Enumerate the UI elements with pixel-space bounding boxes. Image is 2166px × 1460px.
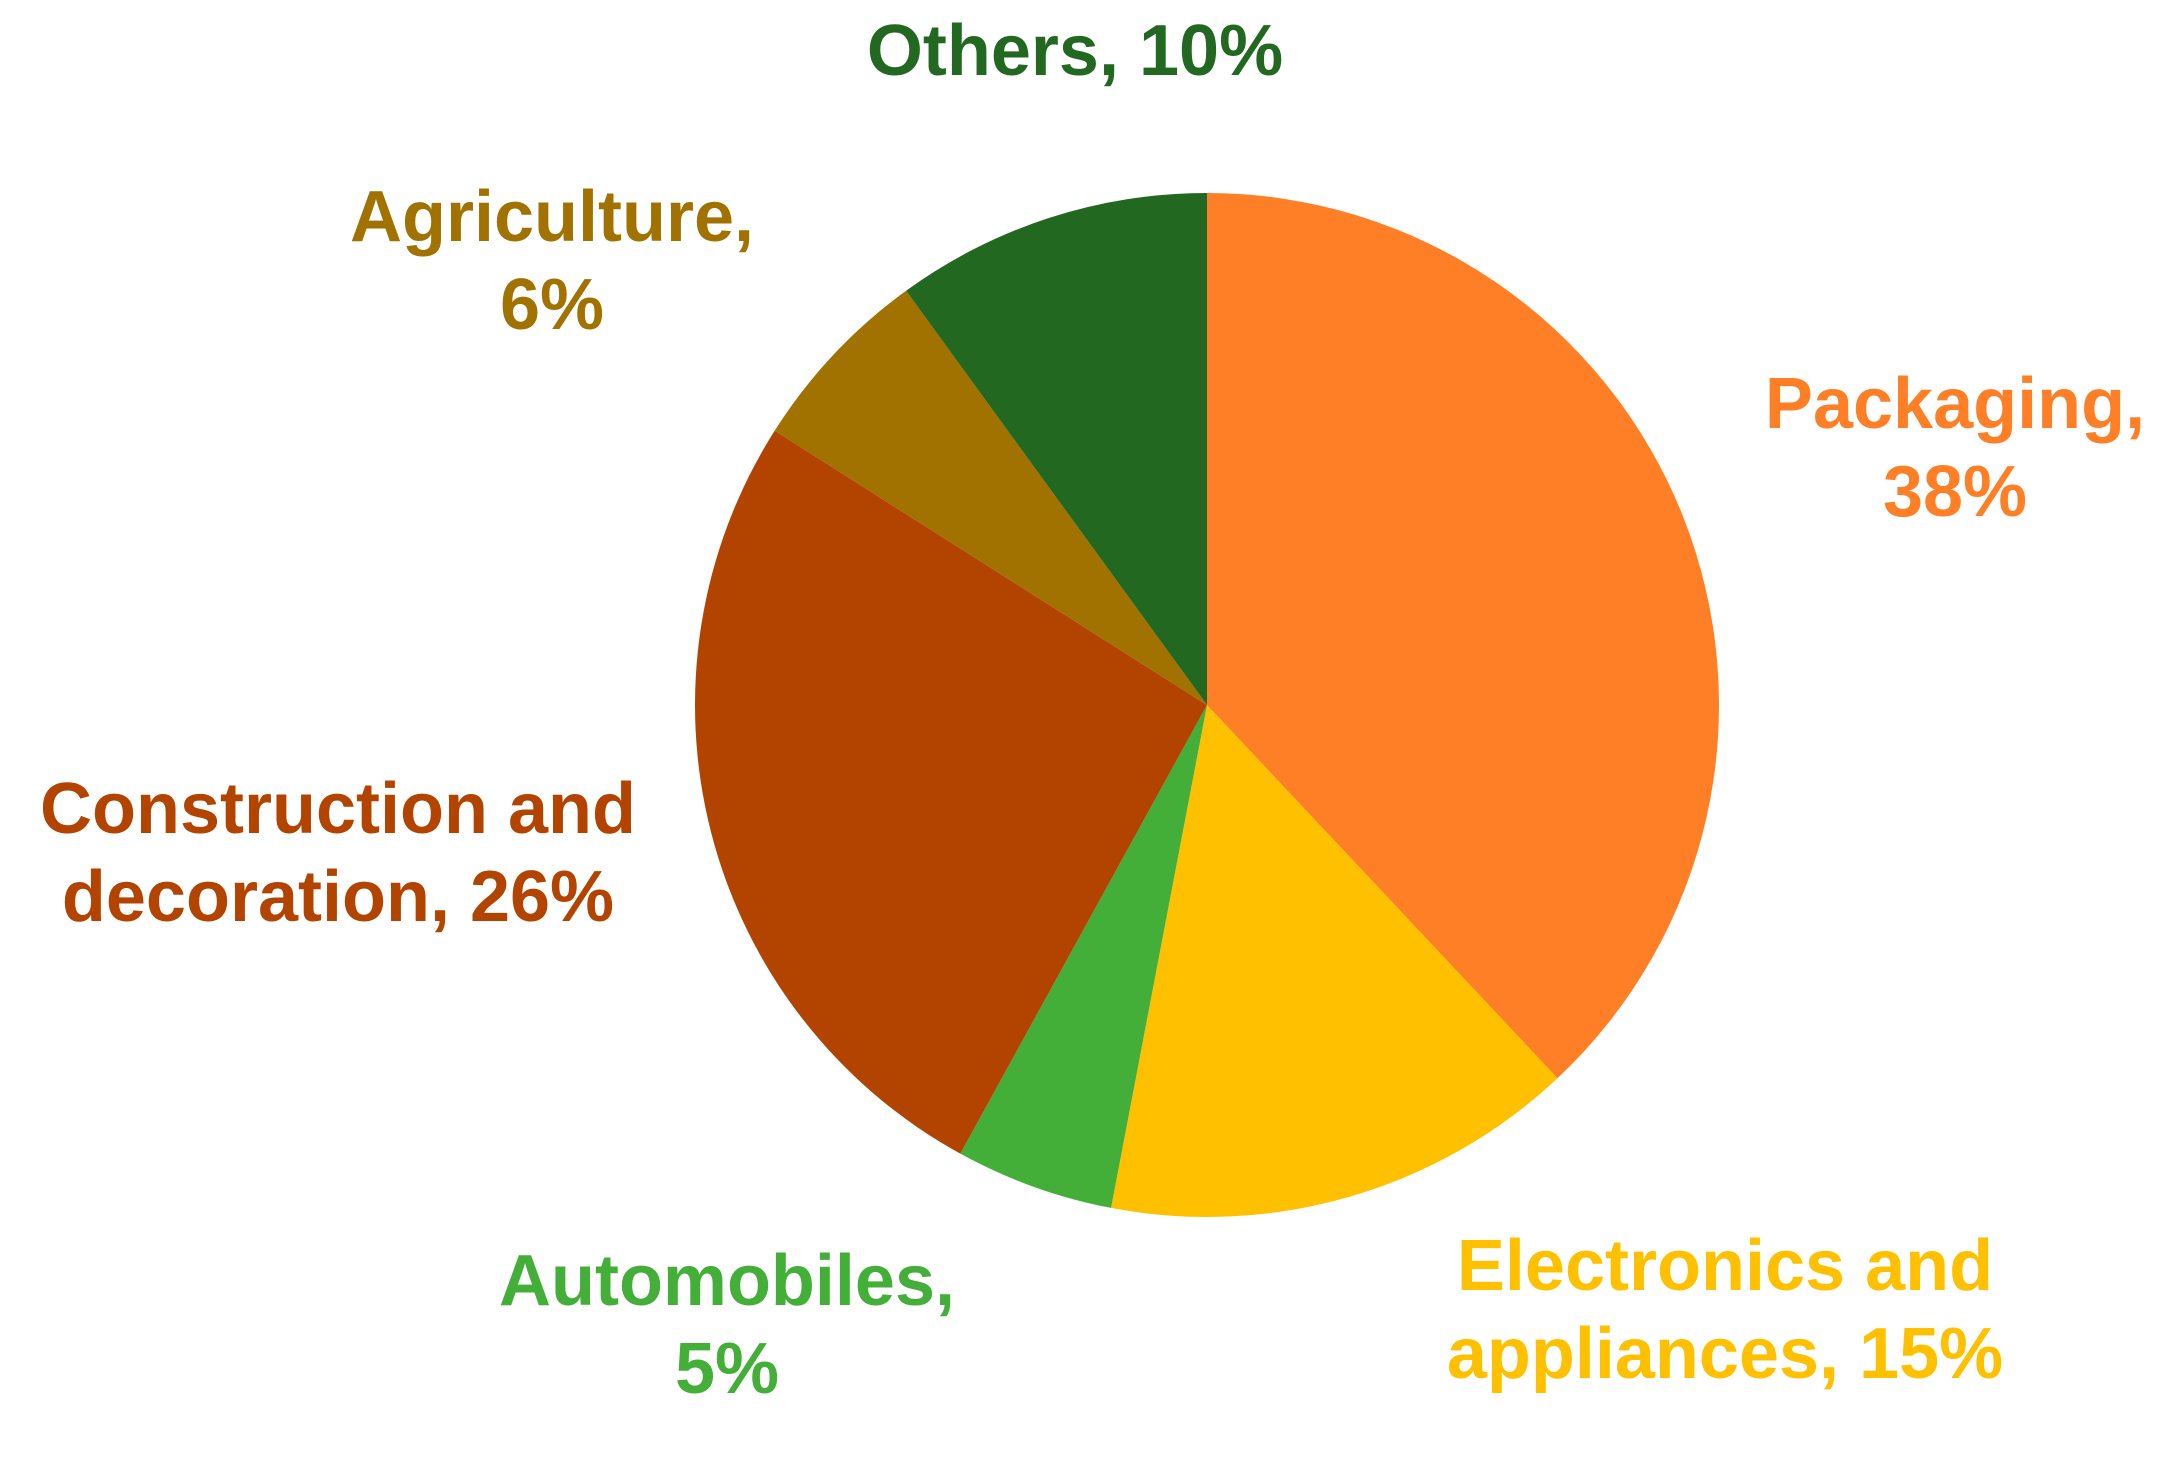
slice-label-line: appliances, 15%	[1447, 1314, 2003, 1394]
slice-label-construction-and-decoration: Construction and decoration, 26%	[40, 769, 636, 937]
slice-label-packaging: Packaging, 38%	[1765, 364, 2145, 532]
slice-label-automobiles: Automobiles, 5%	[499, 1241, 955, 1409]
pie-slice-agriculture	[774, 290, 1207, 705]
slice-label-line: Others, 10%	[867, 11, 1283, 91]
pie-slice-construction-and-decoration	[695, 430, 1207, 1154]
slice-label-line: Construction and	[40, 769, 636, 849]
pie-slice-packaging	[1207, 193, 1719, 1079]
slice-label-line: 38%	[1883, 452, 2027, 532]
slice-label-line: Packaging,	[1765, 364, 2145, 444]
slice-label-line: Automobiles,	[499, 1241, 955, 1321]
slice-label-agriculture: Agriculture, 6%	[350, 177, 754, 345]
slice-label-line: Agriculture,	[350, 177, 754, 257]
pie-slice-others	[906, 193, 1207, 705]
slice-label-line: 6%	[500, 265, 604, 345]
pie-labels: Packaging, 38% Electronics and appliances, …	[40, 11, 2145, 1409]
slice-label-line: 5%	[675, 1329, 779, 1409]
slice-label-electronics-and-appliances: Electronics and appliances, 15%	[1447, 1226, 2003, 1394]
slice-label-line: Electronics and	[1457, 1226, 1993, 1306]
pie-slice-electronics-and-appliances	[1111, 705, 1558, 1217]
pie-slice-automobiles	[960, 705, 1207, 1208]
slice-label-others: Others, 10%	[867, 11, 1283, 91]
pie-slices	[695, 193, 1719, 1217]
slice-label-line: decoration, 26%	[62, 857, 614, 937]
